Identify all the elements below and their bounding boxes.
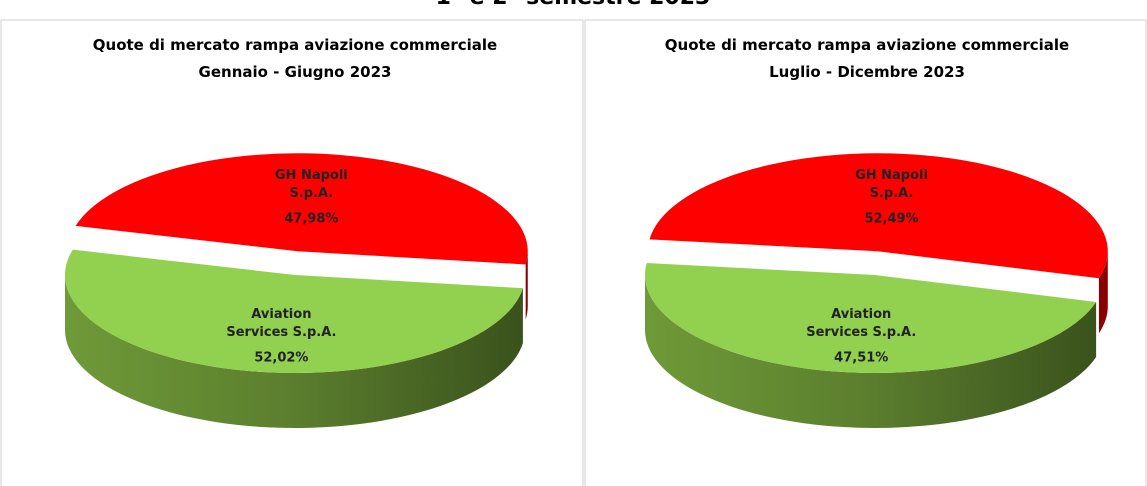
slice-label: Aviation Services S.p.A. <box>226 306 337 340</box>
slice <box>645 263 1097 374</box>
chart-subtitle: Gennaio - Giugno 2023 <box>199 63 392 81</box>
page-title: 1° e 2° semestre 2023 <box>436 0 711 10</box>
slice <box>64 249 523 374</box>
chart-title: Quote di mercato rampa aviazione commerc… <box>665 36 1069 54</box>
value-label: 47,98% <box>284 211 339 227</box>
slice-label: Aviation Services S.p.A. <box>806 306 917 340</box>
slice-side <box>1098 251 1108 334</box>
value-label: 47,51% <box>834 350 889 366</box>
panel <box>584 19 1147 486</box>
value-label: 52,49% <box>864 211 919 227</box>
slice-label: GH Napoli S.p.A. <box>274 167 348 201</box>
slice-side <box>65 275 523 428</box>
slice <box>649 153 1108 279</box>
slice-side <box>525 251 528 320</box>
chart-title: Quote di mercato rampa aviazione commerc… <box>93 36 497 54</box>
slice-side <box>645 275 1097 428</box>
panel <box>0 19 584 486</box>
chart-subtitle: Luglio - Dicembre 2023 <box>769 63 965 81</box>
value-label: 52,02% <box>254 350 309 366</box>
slice <box>75 153 528 265</box>
slice-label: GH Napoli S.p.A. <box>855 167 928 201</box>
